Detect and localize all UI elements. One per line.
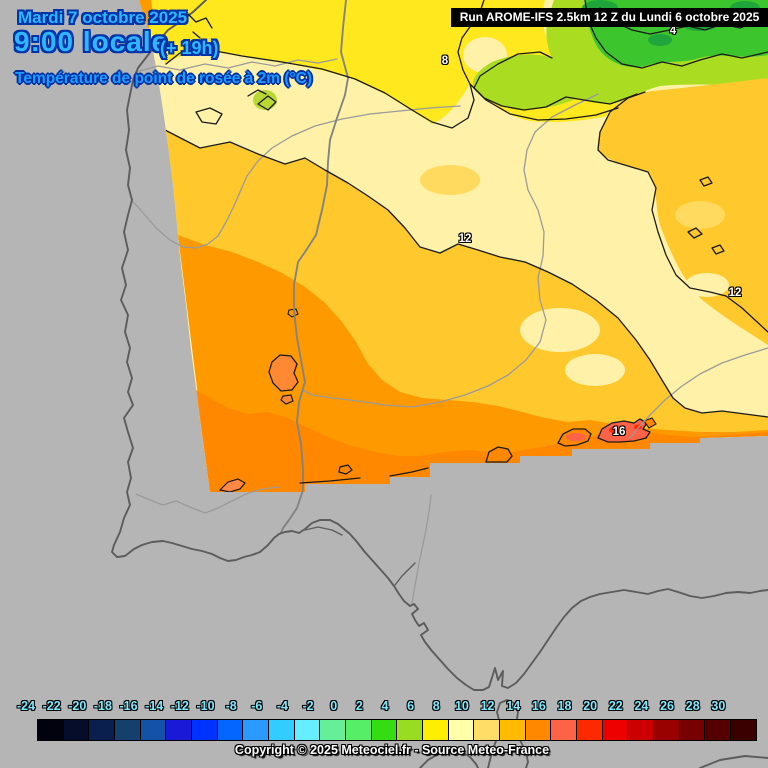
- scale-tick-label: 8: [432, 699, 440, 713]
- scale-color-box: [191, 720, 217, 740]
- scale-tick-label: -16: [119, 699, 138, 713]
- scale-color-box: [370, 720, 397, 740]
- scale-color-box: [139, 720, 166, 740]
- scale-tick-label: -24: [16, 699, 36, 713]
- scale-color-box: [627, 720, 654, 740]
- scale-tick-label: -22: [42, 699, 61, 713]
- scale-color-box: [88, 720, 115, 740]
- scale-color-box: [114, 720, 140, 740]
- scale-color-box: [422, 720, 448, 740]
- coastline: [111, 0, 768, 768]
- scale-tick-label: 28: [685, 699, 700, 713]
- scale-tick-label: -6: [251, 699, 263, 713]
- date-line: Mardi 7 octobre 2025: [18, 8, 188, 27]
- scale-tick-label: -10: [196, 699, 215, 713]
- scale-color-box: [730, 720, 756, 740]
- scale-color-box: [524, 720, 551, 740]
- scale-color-box: [268, 720, 294, 740]
- scale-color-box: [499, 720, 525, 740]
- scale-tick-label: 2: [355, 699, 363, 713]
- scale-color-box: [473, 720, 500, 740]
- scale-tick-label: 30: [711, 699, 726, 713]
- scale-color-box: [345, 720, 371, 740]
- scale-tick-label: 18: [557, 699, 572, 713]
- scale-tick-label: -18: [93, 699, 112, 713]
- contour-value-label: 4: [669, 25, 677, 37]
- variable-title: Température de point de rosée à 2m (°C): [15, 70, 313, 87]
- scale-tick-label: 16: [531, 699, 546, 713]
- scale-tick-label: 4: [381, 699, 389, 713]
- scale-color-box: [576, 720, 602, 740]
- color-scale-bar: [37, 719, 757, 741]
- scale-tick-label: 24: [634, 699, 649, 713]
- contour-value-label: 12: [458, 233, 472, 245]
- scale-tick-label: -12: [170, 699, 189, 713]
- scale-tick-label: 12: [480, 699, 495, 713]
- scale-color-box: [447, 720, 474, 740]
- scale-tick-label: -2: [302, 699, 314, 713]
- scale-color-box: [242, 720, 269, 740]
- scale-color-box: [704, 720, 731, 740]
- scale-color-box: [653, 720, 679, 740]
- scale-tick-label: 10: [454, 699, 469, 713]
- scale-color-box: [319, 720, 346, 740]
- scale-tick-label: 26: [660, 699, 675, 713]
- scale-color-box: [396, 720, 423, 740]
- scale-color-box: [38, 720, 63, 740]
- scale-tick-label: 20: [583, 699, 598, 713]
- scale-tick-label: -8: [225, 699, 237, 713]
- scale-color-box: [62, 720, 89, 740]
- scale-color-box: [601, 720, 628, 740]
- scale-color-box: [293, 720, 320, 740]
- scale-color-box: [550, 720, 577, 740]
- scale-color-box: [678, 720, 705, 740]
- scale-tick-label: 14: [506, 699, 521, 713]
- scale-color-box: [216, 720, 243, 740]
- model-run-banner: Run AROME-IFS 2.5km 12 Z du Lundi 6 octo…: [451, 8, 768, 27]
- scale-tick-label: -14: [145, 699, 164, 713]
- contour-value-label: 16: [612, 426, 626, 438]
- forecast-offset: (+ 19h): [160, 38, 219, 58]
- contour-value-label: 12: [728, 287, 742, 299]
- contour-value-label: 8: [441, 55, 449, 67]
- scale-tick-label: 6: [407, 699, 415, 713]
- scale-tick-label: 22: [608, 699, 623, 713]
- copyright-line: Copyright © 2025 Meteociel.fr - Source M…: [234, 743, 550, 757]
- scale-tick-label: -20: [68, 699, 87, 713]
- scale-tick-label: -4: [276, 699, 288, 713]
- scale-color-box: [165, 720, 192, 740]
- local-time-line: 9:00 locale: [14, 26, 169, 57]
- scale-tick-label: 0: [330, 699, 338, 713]
